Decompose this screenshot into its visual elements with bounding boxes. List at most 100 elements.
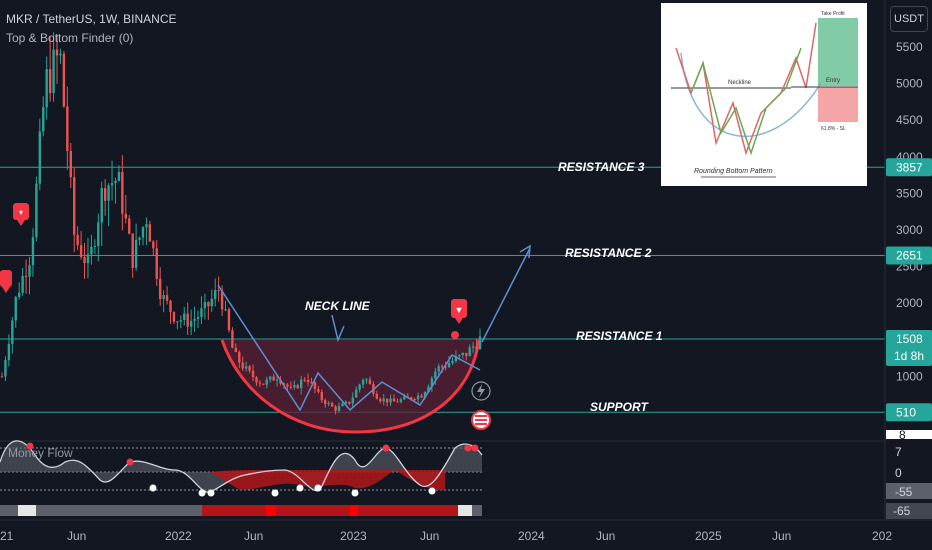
candle-body: [100, 188, 103, 223]
histogram-segment-8: [458, 505, 472, 516]
candle-body: [423, 392, 427, 398]
candle-body: [334, 406, 337, 411]
mf-tick-0: 0: [895, 466, 902, 480]
inset-stop: 61.8% - SL: [821, 126, 846, 132]
candle-body: [48, 69, 52, 94]
candle-body: [117, 171, 121, 181]
candle-body: [289, 386, 293, 388]
candle-body: [42, 107, 45, 132]
cup-fill: [222, 340, 479, 432]
candle-body: [399, 399, 403, 403]
candle-body: [368, 379, 372, 385]
candle-body: [189, 320, 193, 327]
money-flow-line: [0, 440, 483, 493]
price-tag-3: 510: [896, 405, 916, 419]
candle-body: [134, 239, 138, 268]
candle-body: [475, 346, 478, 350]
candle-body: [286, 384, 289, 387]
price-tag-bg-0: [886, 158, 932, 177]
candle-body: [262, 383, 265, 385]
projection-arrow-line: [481, 247, 531, 343]
histogram-segment-5: [276, 505, 350, 516]
resistance-2-label: RESISTANCE 2: [565, 246, 652, 260]
neckline-arrow: [331, 314, 345, 343]
money-flow-pane: [0, 440, 885, 497]
candle-body: [468, 347, 471, 357]
time-axis: 21 Jun 2022 Jun 2023 Jun 2024 Jun 2025 Jun 202: [0, 519, 932, 543]
candle-body: [169, 300, 172, 313]
candle-body: [303, 379, 306, 381]
resistance-1-label: RESISTANCE 1: [576, 329, 663, 343]
candle-body: [200, 308, 203, 318]
candle-body: [172, 312, 176, 322]
candle-body: [324, 400, 327, 404]
candle-body: [454, 356, 458, 362]
inset-neckline: Neckline: [728, 80, 752, 86]
candle-body: [379, 398, 382, 402]
candle-body: [227, 309, 231, 331]
histogram-segment-0: [0, 505, 18, 516]
cup-pattern: [220, 339, 481, 434]
candle-body: [183, 313, 186, 321]
candle-body: [110, 183, 114, 186]
price-tags: 38572651151151015081d 8h: [886, 158, 932, 422]
candle-body: [7, 343, 11, 361]
pattern-zigzag: [217, 244, 531, 412]
candle-body: [348, 401, 351, 404]
candle-body: [121, 171, 124, 214]
money-flow-label: Money Flow: [8, 446, 73, 460]
inset-entry: Entry: [826, 78, 840, 84]
candle-body: [21, 275, 24, 293]
candle-body: [73, 177, 76, 235]
money-flow-red-area: [210, 470, 445, 491]
candle-body: [210, 298, 213, 307]
candle-body: [392, 398, 396, 402]
y-tick-1000: 1000: [896, 369, 923, 383]
candle-body: [313, 382, 317, 390]
rounding-bottom-reference-image: Take Profit Neckline Entry 61.8% - SL Ro…: [661, 3, 867, 186]
candle-body: [355, 389, 358, 398]
candle-body: [258, 382, 262, 384]
candle-body: [444, 366, 447, 368]
candle-body: [437, 366, 440, 372]
candle-body: [330, 403, 334, 407]
candle-body: [17, 292, 21, 298]
histogram-segment-9: [472, 505, 482, 516]
candle-body: [396, 401, 399, 403]
candle-body: [327, 403, 330, 405]
candle-body: [55, 49, 59, 56]
currency-button[interactable]: USDT: [890, 6, 928, 32]
mf-tick-55: -55: [895, 485, 913, 499]
symbol-title[interactable]: MKR / TetherUS, 1W, BINANCE: [6, 12, 177, 26]
candle-body: [320, 391, 324, 401]
candle-body: [179, 320, 183, 322]
candle-body: [103, 188, 107, 201]
candle-body: [385, 398, 389, 403]
mf-tick-65: -65: [893, 504, 911, 518]
candle-body: [279, 379, 282, 384]
candle-body: [45, 69, 48, 108]
candle-body: [272, 376, 275, 381]
x-tick-1: Jun: [67, 529, 86, 543]
y-tick-2000: 2000: [896, 296, 923, 310]
histogram-segment-4: [266, 505, 276, 516]
y-tick-5500: 5500: [896, 40, 923, 54]
histogram-segment-1: [18, 505, 36, 516]
chart-legend: MKR / TetherUS, 1W, BINANCE Top & Bottom…: [6, 10, 177, 48]
svg-text:▼: ▼: [455, 305, 464, 315]
candle-body: [337, 406, 341, 411]
candle-body: [69, 150, 72, 178]
indicator-title[interactable]: Top & Bottom Finder (0): [6, 31, 134, 45]
candle-body: [451, 361, 454, 364]
candle-body: [148, 224, 152, 242]
candle-body: [152, 241, 155, 249]
candle-body: [310, 382, 313, 384]
y-tick-3000: 3000: [896, 223, 923, 237]
candle-body: [28, 265, 31, 277]
candle-body: [471, 346, 475, 348]
x-tick-2: 2022: [165, 529, 192, 543]
candle-body: [341, 403, 344, 407]
candle-body: [107, 185, 110, 201]
price-tag-bg-1: [886, 246, 932, 265]
